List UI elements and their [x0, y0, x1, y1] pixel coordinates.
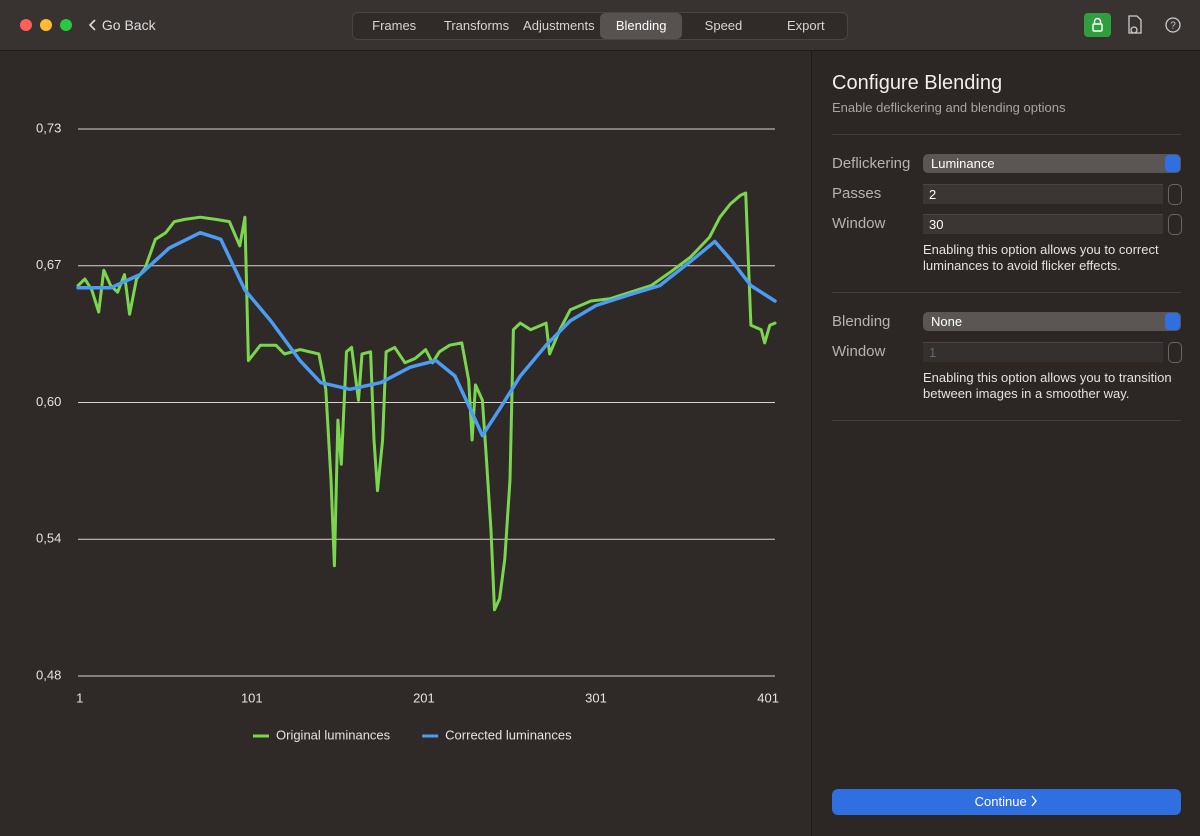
popup-cap — [1165, 155, 1180, 172]
y-tick-label: 0,60 — [36, 394, 61, 409]
tab[interactable]: Export — [787, 18, 825, 33]
window-field: 1 — [923, 342, 1163, 362]
chart: 0,48 0,54 0,60 0,67 0,73 1 101 201 301 401 Origina… — [36, 120, 779, 742]
panel-title: Configure Blending — [832, 72, 1003, 94]
x-tick-label: 201 — [413, 690, 435, 705]
sidebar: Configure Blending Enable deflickering a… — [811, 51, 1200, 836]
continue-label: Continue — [974, 794, 1027, 809]
field-label: Window — [832, 343, 886, 360]
document-settings-icon[interactable] — [1124, 14, 1146, 36]
help-icon[interactable]: ? — [1164, 16, 1182, 34]
continue-button[interactable]: Continue — [832, 789, 1181, 815]
y-tick-label: 0,73 — [36, 120, 61, 135]
y-tick-label: 0,54 — [36, 531, 61, 546]
help-text: Enabling this option allows you to trans… — [923, 370, 1172, 401]
blending-popup[interactable]: None — [923, 312, 1181, 331]
x-tick-label: 1 — [76, 690, 83, 705]
tab-bar: Frames Transforms Adjustments Blending Speed… — [352, 12, 848, 40]
deflicker-popup[interactable]: Luminance — [923, 154, 1181, 173]
field-label: Window — [832, 215, 886, 232]
legend-label: Corrected luminances — [445, 727, 572, 742]
field-label: Passes — [832, 185, 882, 202]
tab[interactable]: Adjustments — [523, 18, 595, 33]
title-bar: Go Back Frames Transforms Adjustments Blend… — [0, 0, 1200, 51]
back-label: Go Back — [101, 17, 156, 33]
close-button[interactable] — [20, 19, 32, 31]
lock-button[interactable] — [1084, 13, 1111, 37]
legend-label: Original luminances — [276, 727, 391, 742]
svg-text:?: ? — [1170, 21, 1176, 32]
window-field[interactable]: 30 — [923, 214, 1163, 234]
field-label: Blending — [832, 313, 891, 330]
x-tick-label: 401 — [757, 690, 779, 705]
stepper — [1168, 342, 1182, 363]
lock-icon — [1092, 17, 1103, 32]
tab[interactable]: Frames — [372, 18, 417, 33]
passes-field[interactable]: 2 — [923, 184, 1163, 204]
popup-value: None — [931, 314, 963, 329]
tab[interactable]: Blending — [599, 13, 683, 39]
popup-cap — [1165, 313, 1180, 330]
divider — [832, 420, 1181, 421]
chevron-icon — [88, 19, 96, 31]
stepper[interactable] — [1168, 214, 1182, 235]
help-text: Enabling this option allows you to corre… — [923, 242, 1159, 273]
divider — [832, 292, 1181, 293]
tab[interactable]: Speed — [704, 18, 743, 33]
x-tick-label: 301 — [585, 690, 607, 705]
popup-value: Luminance — [931, 156, 995, 171]
zoom-button[interactable] — [60, 19, 72, 31]
panel-subtitle: Enable deflickering and blending options — [832, 100, 1066, 115]
field-label: Deflickering — [832, 155, 911, 172]
y-tick-label: 0,67 — [36, 257, 61, 272]
stepper[interactable] — [1168, 184, 1182, 205]
line-series — [76, 230, 777, 438]
tab[interactable]: Transforms — [443, 18, 510, 33]
chevron-icon — [1031, 795, 1038, 807]
divider — [832, 134, 1181, 135]
line-series — [76, 191, 777, 612]
minimize-button[interactable] — [40, 19, 52, 31]
x-tick-label: 101 — [241, 690, 263, 705]
back-button[interactable]: Go Back — [88, 17, 156, 33]
y-tick-label: 0,48 — [36, 667, 61, 682]
